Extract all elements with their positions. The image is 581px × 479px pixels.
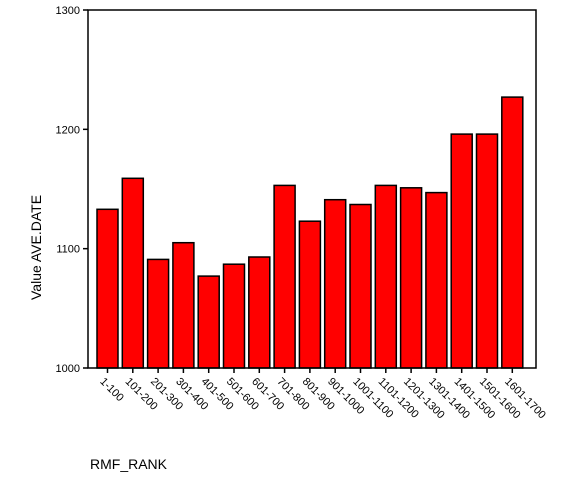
y-tick-label: 1200: [56, 124, 80, 136]
bar-901-1000: [323, 198, 347, 369]
bar-1-100: [96, 208, 119, 369]
bar-1201-1300: [399, 187, 423, 369]
bar-1301-1400: [425, 191, 448, 369]
y-tick-label: 1100: [56, 244, 80, 256]
bar-1601-1700: [501, 96, 524, 369]
x-tick-label: 1-100: [97, 376, 125, 404]
bar-1001-1100: [349, 203, 372, 369]
y-tick-label: 1000: [56, 363, 80, 375]
bar-1101-1200: [374, 184, 398, 369]
bars-group: [96, 96, 524, 369]
y-axis: 1000 1100 1200 1300: [56, 5, 88, 375]
bar-1501-1600: [475, 133, 499, 369]
bar-1401-1500: [450, 133, 473, 369]
x-axis-title: RMF_RANK: [90, 456, 168, 472]
bar-101-200: [121, 177, 145, 369]
bar-201-300: [146, 258, 170, 369]
bar-701-800: [273, 184, 296, 369]
bar-501-600: [222, 263, 246, 369]
bar-301-400: [172, 241, 195, 369]
x-axis: 1-100101-200201-300301-400401-500501-600…: [97, 368, 548, 421]
bar-801-900: [298, 220, 322, 369]
plot-frame: [87, 9, 537, 369]
bar-401-500: [197, 275, 220, 369]
y-tick-label: 1300: [56, 5, 80, 17]
bar-601-700: [248, 256, 271, 369]
y-axis-title: Value AVE.DATE: [28, 195, 44, 300]
